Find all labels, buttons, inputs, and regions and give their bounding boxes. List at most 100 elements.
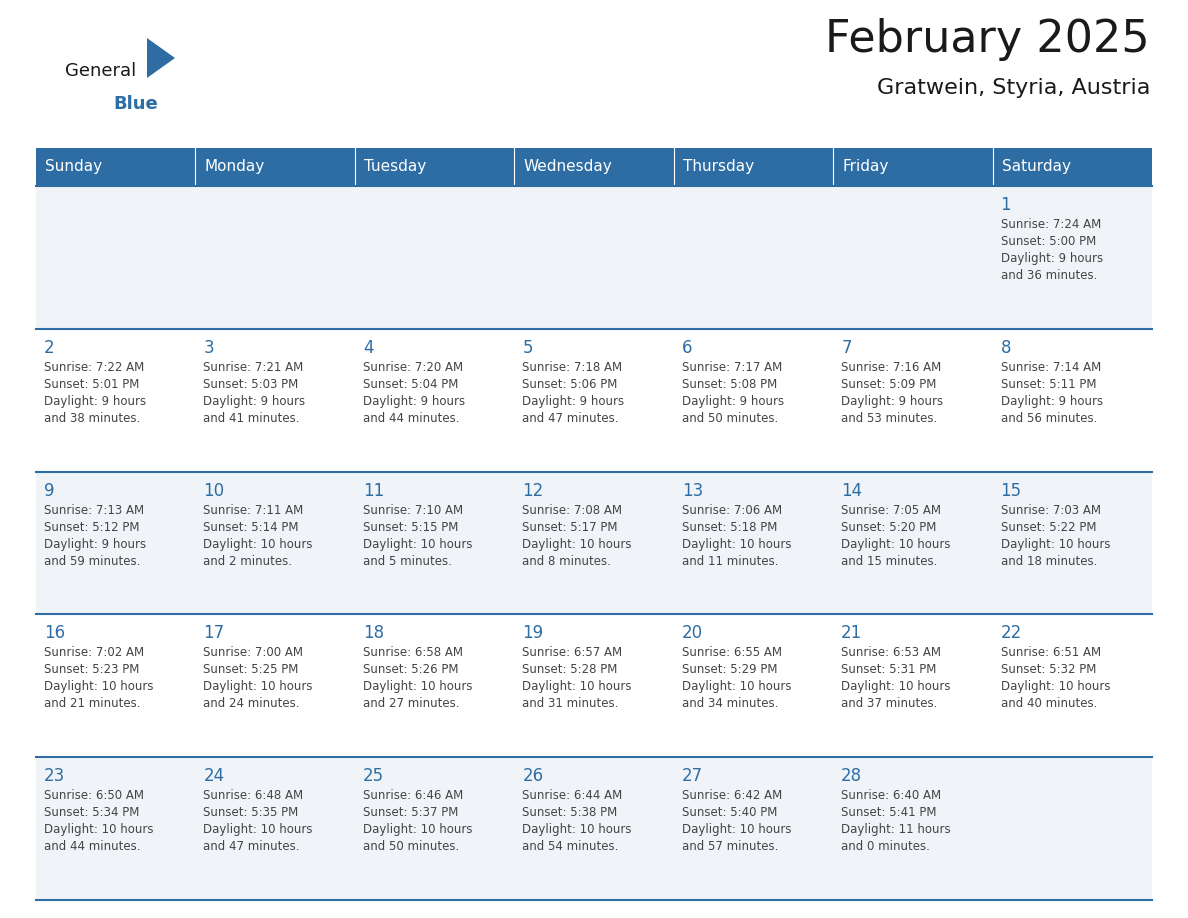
Text: Sunset: 5:14 PM: Sunset: 5:14 PM [203, 521, 299, 533]
Text: 20: 20 [682, 624, 703, 643]
Text: Sunrise: 7:17 AM: Sunrise: 7:17 AM [682, 361, 782, 374]
Text: Sunday: Sunday [45, 160, 102, 174]
Text: 7: 7 [841, 339, 852, 357]
Text: Sunset: 5:40 PM: Sunset: 5:40 PM [682, 806, 777, 819]
Text: and 2 minutes.: and 2 minutes. [203, 554, 292, 567]
Bar [196, 472, 355, 614]
Text: 5: 5 [523, 339, 532, 357]
Bar [674, 186, 833, 329]
Bar [514, 148, 674, 186]
Bar [36, 757, 196, 900]
Bar [992, 186, 1152, 329]
Text: Sunrise: 7:18 AM: Sunrise: 7:18 AM [523, 361, 623, 374]
Text: February 2025: February 2025 [826, 18, 1150, 61]
Text: Sunrise: 7:06 AM: Sunrise: 7:06 AM [682, 504, 782, 517]
Text: 27: 27 [682, 767, 703, 785]
Text: Sunset: 5:00 PM: Sunset: 5:00 PM [1000, 235, 1095, 248]
Text: Daylight: 10 hours: Daylight: 10 hours [523, 680, 632, 693]
Text: Saturday: Saturday [1001, 160, 1070, 174]
Text: Sunrise: 6:53 AM: Sunrise: 6:53 AM [841, 646, 941, 659]
Text: 28: 28 [841, 767, 862, 785]
Text: Sunset: 5:32 PM: Sunset: 5:32 PM [1000, 664, 1097, 677]
Text: and 54 minutes.: and 54 minutes. [523, 840, 619, 853]
Text: Sunset: 5:12 PM: Sunset: 5:12 PM [44, 521, 139, 533]
Text: and 31 minutes.: and 31 minutes. [523, 698, 619, 711]
Text: Daylight: 9 hours: Daylight: 9 hours [44, 538, 146, 551]
Text: Sunrise: 6:58 AM: Sunrise: 6:58 AM [362, 646, 463, 659]
Bar [674, 329, 833, 472]
Bar [992, 614, 1152, 757]
Text: and 47 minutes.: and 47 minutes. [203, 840, 299, 853]
Text: Sunrise: 7:11 AM: Sunrise: 7:11 AM [203, 504, 304, 517]
Text: Sunrise: 7:10 AM: Sunrise: 7:10 AM [362, 504, 463, 517]
Text: Sunrise: 7:05 AM: Sunrise: 7:05 AM [841, 504, 941, 517]
Text: Sunrise: 7:08 AM: Sunrise: 7:08 AM [523, 504, 623, 517]
Text: General: General [65, 62, 137, 80]
Text: Sunrise: 7:20 AM: Sunrise: 7:20 AM [362, 361, 463, 374]
Text: 18: 18 [362, 624, 384, 643]
Text: Sunrise: 6:55 AM: Sunrise: 6:55 AM [682, 646, 782, 659]
Text: 24: 24 [203, 767, 225, 785]
Text: and 41 minutes.: and 41 minutes. [203, 412, 299, 425]
Text: Daylight: 10 hours: Daylight: 10 hours [362, 823, 473, 836]
Text: Sunset: 5:41 PM: Sunset: 5:41 PM [841, 806, 936, 819]
Bar [355, 148, 514, 186]
Text: and 40 minutes.: and 40 minutes. [1000, 698, 1097, 711]
Text: and 38 minutes.: and 38 minutes. [44, 412, 140, 425]
Text: Daylight: 10 hours: Daylight: 10 hours [44, 680, 153, 693]
Text: 2: 2 [44, 339, 55, 357]
Text: Sunset: 5:28 PM: Sunset: 5:28 PM [523, 664, 618, 677]
Text: Daylight: 10 hours: Daylight: 10 hours [841, 680, 950, 693]
Bar [674, 757, 833, 900]
Text: Gratwein, Styria, Austria: Gratwein, Styria, Austria [877, 78, 1150, 98]
Text: Sunset: 5:08 PM: Sunset: 5:08 PM [682, 378, 777, 391]
Text: Daylight: 10 hours: Daylight: 10 hours [203, 680, 312, 693]
Text: Sunrise: 7:00 AM: Sunrise: 7:00 AM [203, 646, 303, 659]
Text: 8: 8 [1000, 339, 1011, 357]
Bar [355, 329, 514, 472]
Text: 22: 22 [1000, 624, 1022, 643]
Text: and 27 minutes.: and 27 minutes. [362, 698, 460, 711]
Bar [674, 614, 833, 757]
Text: 3: 3 [203, 339, 214, 357]
Text: Sunrise: 7:24 AM: Sunrise: 7:24 AM [1000, 218, 1101, 231]
Bar [514, 186, 674, 329]
Text: Sunrise: 7:21 AM: Sunrise: 7:21 AM [203, 361, 304, 374]
Text: and 15 minutes.: and 15 minutes. [841, 554, 937, 567]
Bar [196, 614, 355, 757]
Text: and 24 minutes.: and 24 minutes. [203, 698, 299, 711]
Text: and 5 minutes.: and 5 minutes. [362, 554, 451, 567]
Text: Sunset: 5:20 PM: Sunset: 5:20 PM [841, 521, 936, 533]
Bar [355, 614, 514, 757]
Text: and 50 minutes.: and 50 minutes. [682, 412, 778, 425]
Text: Sunrise: 7:22 AM: Sunrise: 7:22 AM [44, 361, 144, 374]
Text: Daylight: 10 hours: Daylight: 10 hours [682, 680, 791, 693]
Bar [833, 614, 992, 757]
Text: Daylight: 9 hours: Daylight: 9 hours [44, 395, 146, 408]
Text: Blue: Blue [113, 95, 158, 113]
Text: 14: 14 [841, 482, 862, 499]
Text: and 57 minutes.: and 57 minutes. [682, 840, 778, 853]
Bar [514, 329, 674, 472]
Text: Thursday: Thursday [683, 160, 754, 174]
Text: and 59 minutes.: and 59 minutes. [44, 554, 140, 567]
Text: Sunset: 5:06 PM: Sunset: 5:06 PM [523, 378, 618, 391]
Bar [992, 329, 1152, 472]
Bar [674, 148, 833, 186]
Bar [992, 757, 1152, 900]
Text: Daylight: 10 hours: Daylight: 10 hours [44, 823, 153, 836]
Text: and 11 minutes.: and 11 minutes. [682, 554, 778, 567]
Text: and 21 minutes.: and 21 minutes. [44, 698, 140, 711]
Bar [196, 186, 355, 329]
Text: and 37 minutes.: and 37 minutes. [841, 698, 937, 711]
Bar [355, 186, 514, 329]
Text: Sunrise: 6:44 AM: Sunrise: 6:44 AM [523, 789, 623, 802]
Text: Daylight: 10 hours: Daylight: 10 hours [523, 538, 632, 551]
Text: Daylight: 10 hours: Daylight: 10 hours [203, 823, 312, 836]
Text: 21: 21 [841, 624, 862, 643]
Bar [992, 472, 1152, 614]
Text: and 53 minutes.: and 53 minutes. [841, 412, 937, 425]
Text: Daylight: 10 hours: Daylight: 10 hours [1000, 538, 1110, 551]
Text: and 50 minutes.: and 50 minutes. [362, 840, 459, 853]
Text: Daylight: 10 hours: Daylight: 10 hours [362, 680, 473, 693]
